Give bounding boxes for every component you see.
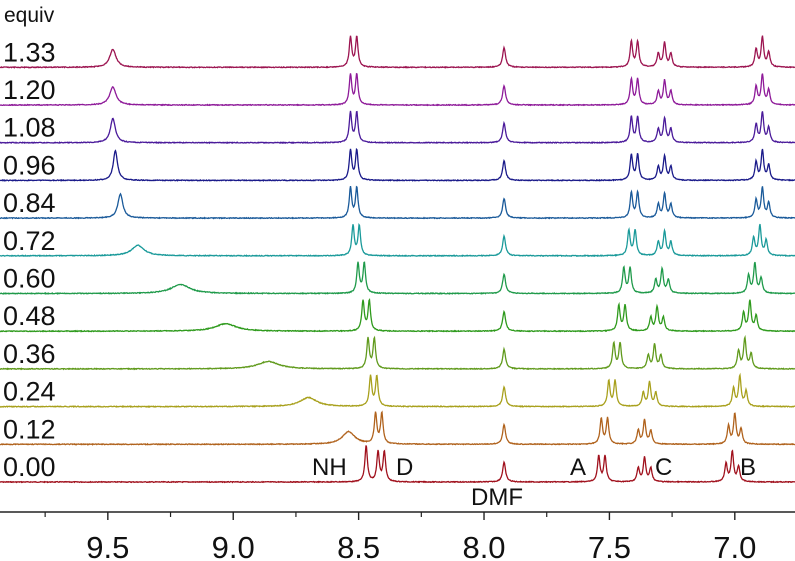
row-label-1_33: 1.33: [3, 37, 56, 67]
x-tick-label: 8.5: [337, 530, 380, 561]
trace-0_24: [0, 372, 795, 409]
row-label-0_84: 0.84: [3, 188, 56, 218]
row-label-0_48: 0.48: [3, 301, 56, 331]
annotation-dmf: DMF: [471, 484, 523, 511]
legend-title: equiv: [4, 4, 55, 27]
x-tick-label: 9.0: [212, 530, 255, 561]
annotation-nh: NH: [312, 454, 347, 481]
row-label-0_12: 0.12: [3, 414, 56, 444]
row-label-0_00: 0.00: [3, 452, 56, 482]
trace-0_36: [0, 334, 795, 371]
row-label-0_60: 0.60: [3, 264, 56, 294]
row-labels: 0.00 0.12 0.24 0.36 0.48 0.60 0.72 0.84 0.96 1.08…: [3, 37, 56, 482]
x-tick-label: 7.0: [713, 530, 756, 561]
x-tick-label: 7.5: [588, 530, 631, 561]
trace-0_12: [0, 410, 795, 446]
x-axis-ticks: 9.5 9.0 8.5 8.0 7.5 7.0: [44, 512, 756, 561]
trace-0_48: [0, 298, 795, 333]
trace-0_96: [0, 147, 795, 182]
row-label-0_36: 0.36: [3, 339, 56, 369]
x-tick-label: 8.0: [462, 530, 505, 561]
annotation-b: B: [740, 454, 756, 481]
annotation-c: C: [655, 454, 672, 481]
row-label-0_96: 0.96: [3, 150, 56, 180]
trace-0_00: [0, 445, 795, 484]
row-label-0_72: 0.72: [3, 226, 56, 256]
trace-0_84: [0, 185, 795, 220]
row-label-1_08: 1.08: [3, 113, 56, 143]
annotation-a: A: [570, 454, 586, 481]
traces: [0, 35, 795, 484]
annotation-d: D: [396, 454, 413, 481]
row-label-0_24: 0.24: [3, 377, 56, 407]
row-label-1_20: 1.20: [3, 75, 56, 105]
trace-1_20: [0, 72, 795, 107]
trace-1_33: [0, 35, 795, 69]
trace-0_60: [0, 261, 795, 295]
trace-0_72: [0, 223, 795, 258]
trace-1_08: [0, 110, 795, 145]
x-tick-label: 9.5: [86, 530, 129, 561]
